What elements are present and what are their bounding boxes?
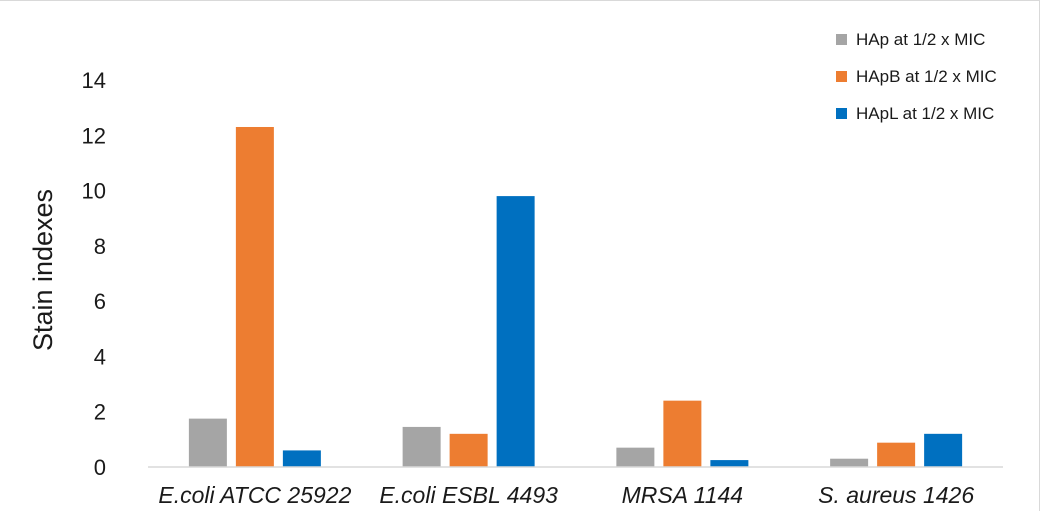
- bar-3-1: [282, 450, 321, 467]
- y-tick-label: 10: [82, 179, 106, 204]
- bar-2-2: [449, 433, 488, 467]
- legend-label: HAp at 1/2 x MIC: [856, 30, 985, 49]
- legend: HAp at 1/2 x MIC HApB at 1/2 x MIC HApL at…: [836, 30, 997, 123]
- bar-2-1: [235, 126, 274, 467]
- legend-label: HApB at 1/2 x MIC: [856, 67, 997, 86]
- y-tick-label: 2: [94, 400, 106, 425]
- y-tick-label: 14: [82, 68, 106, 93]
- y-tick-label: 4: [94, 344, 106, 369]
- x-axis-labels: E.coli ATCC 25922 E.coli ESBL 4493 MRSA 11…: [158, 482, 974, 508]
- bar-1-4: [830, 458, 869, 467]
- bar-2-3: [663, 400, 702, 467]
- y-axis-title: Stain indexes: [28, 189, 58, 351]
- legend-swatch: [836, 71, 847, 82]
- bar-1-2: [402, 426, 441, 467]
- bar-3-4: [924, 433, 963, 467]
- y-tick-label: 12: [82, 123, 106, 148]
- y-axis: 0 2 4 6 8 10 12 14: [82, 68, 106, 480]
- bar-3-2: [496, 196, 535, 467]
- y-tick-label: 6: [94, 289, 106, 314]
- legend-swatch: [836, 34, 847, 45]
- y-tick-label: 8: [94, 234, 106, 259]
- bar-3-3: [710, 460, 749, 467]
- legend-label: HApL at 1/2 x MIC: [856, 104, 994, 123]
- bars: [188, 126, 963, 467]
- legend-swatch: [836, 108, 847, 119]
- x-category-label: S. aureus 1426: [818, 482, 974, 508]
- bar-1-1: [188, 418, 227, 467]
- x-category-label: MRSA 1144: [622, 482, 743, 508]
- bar-2-4: [877, 442, 916, 467]
- y-tick-label: 0: [94, 455, 106, 480]
- bar-1-3: [616, 447, 655, 467]
- x-category-label: E.coli ESBL 4493: [379, 482, 558, 508]
- x-category-label: E.coli ATCC 25922: [158, 482, 351, 508]
